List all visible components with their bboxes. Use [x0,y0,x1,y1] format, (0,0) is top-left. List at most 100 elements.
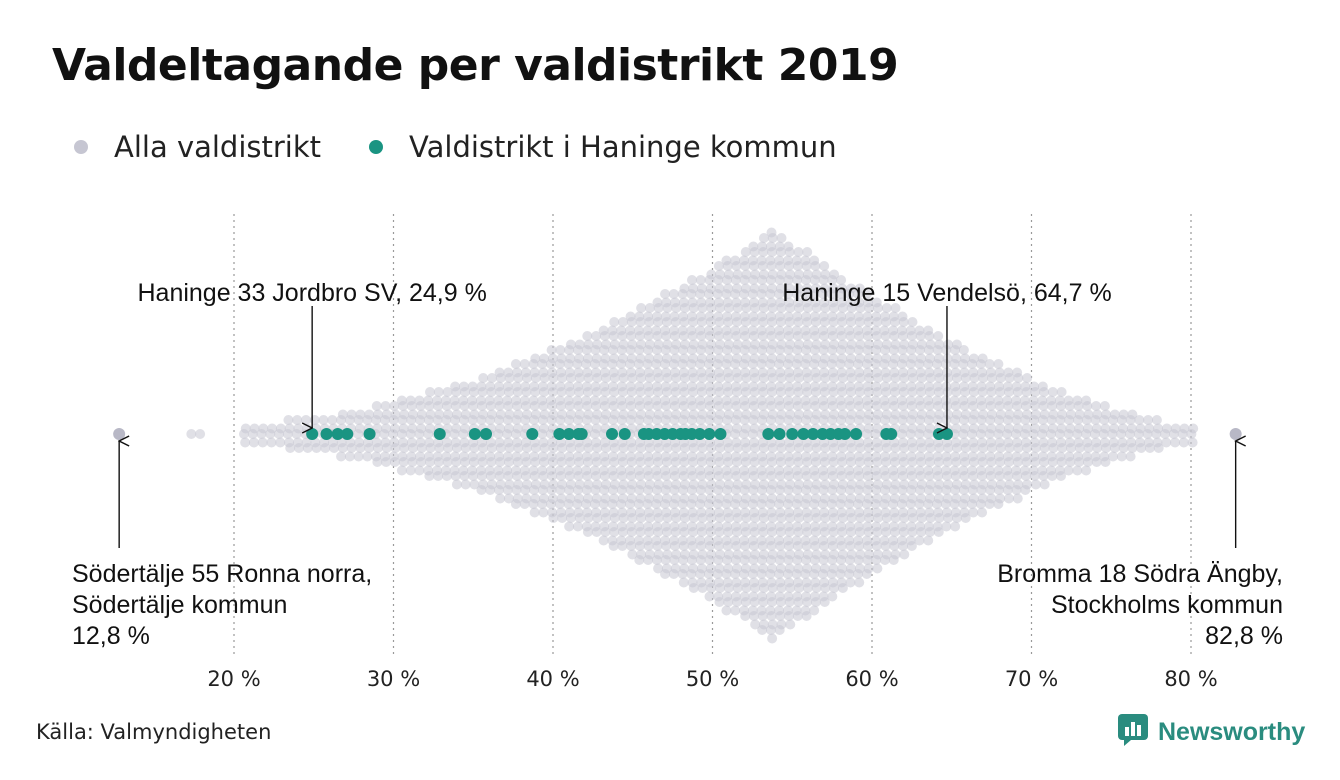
haninge-point [806,428,819,440]
district-point [643,485,654,495]
district-point [739,275,750,285]
district-point [766,541,777,551]
district-point [951,387,962,397]
district-point [520,401,531,411]
district-point [608,415,619,425]
haninge-point [838,428,851,440]
district-point [715,513,726,523]
district-point [791,499,802,509]
district-point [652,331,663,341]
district-point [890,513,901,523]
district-point [747,359,758,369]
district-point [599,331,610,341]
district-point [478,373,489,383]
district-point [756,569,767,579]
district-point [574,457,585,467]
district-point [898,457,909,467]
district-point [1003,457,1014,467]
district-point [679,513,690,523]
district-point [688,527,699,537]
district-point [1127,443,1138,453]
district-point [503,457,514,467]
district-point [389,401,400,411]
district-point [906,471,917,481]
district-point [599,401,610,411]
district-point [940,499,951,509]
district-point [721,569,732,579]
district-point [547,387,558,397]
district-point [740,527,751,537]
district-point [653,303,664,313]
district-point [1030,443,1041,453]
district-point [723,373,734,383]
district-point [1038,401,1049,411]
district-point [598,359,609,369]
district-point [864,303,875,313]
district-point [870,429,881,439]
district-point [677,359,688,369]
district-point [801,345,812,355]
district-point [872,457,883,467]
district-point [765,275,776,285]
district-point [432,415,443,425]
district-point [1134,415,1145,425]
district-point [958,429,969,439]
district-point [906,345,917,355]
district-point [1020,485,1031,495]
district-point [705,457,716,467]
district-point [767,513,778,523]
district-point [722,485,733,495]
district-point [967,485,978,495]
district-point [537,415,548,425]
district-point [756,359,767,369]
district-point [415,401,426,411]
district-point [792,555,803,565]
district-point [696,401,707,411]
district-point [923,429,934,439]
district-point [732,527,743,537]
district-point [758,387,769,397]
district-point [713,401,724,411]
district-point [950,485,961,495]
district-point [677,289,688,299]
district-point [705,527,716,537]
district-point [1170,437,1181,448]
all-districts-swarm [113,227,1242,644]
district-point [713,471,724,481]
district-point [582,331,593,341]
district-point [555,415,566,425]
district-point [767,597,778,607]
district-point [660,345,671,355]
district-point [950,471,961,481]
district-point [713,541,724,551]
district-point [591,387,602,397]
haninge-point [341,428,354,440]
district-point [1153,443,1164,453]
district-point [941,521,952,532]
district-point [829,583,840,593]
district-point [748,415,759,425]
district-point [1081,429,1092,439]
district-point [1020,415,1031,425]
district-point [749,597,760,607]
district-point [835,569,846,579]
district-point [565,373,576,383]
district-point [565,457,576,467]
district-point [801,261,812,271]
district-point [555,471,566,481]
district-point [1028,429,1039,439]
district-point [1072,415,1083,425]
district-point [801,541,812,551]
district-point [846,303,857,313]
district-point [800,359,811,369]
district-point [592,513,603,523]
x-tick-label: 40 % [526,667,579,691]
district-point [757,345,768,355]
district-point [896,499,907,509]
district-point [624,359,635,369]
district-point [819,331,830,341]
district-point [898,387,909,397]
district-point [607,499,618,509]
district-point [801,611,812,621]
district-point [715,443,726,453]
